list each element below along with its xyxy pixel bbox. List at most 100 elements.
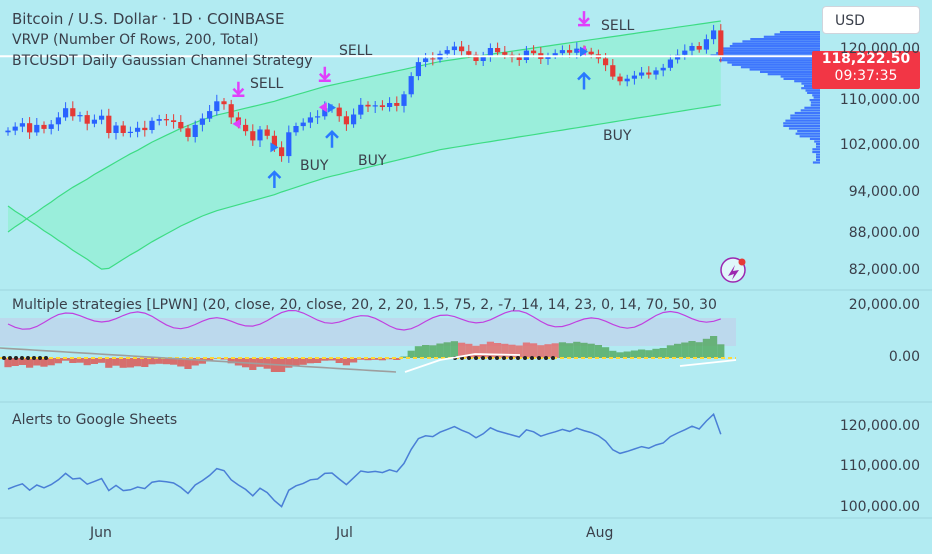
candle-body [207,111,212,119]
histogram-bar [292,358,299,366]
volume-profile-bar [732,64,820,66]
histogram-bar [487,342,494,358]
histogram-bar [451,341,458,358]
fast-line [680,360,736,366]
candle-body [279,147,284,156]
signal-dot [530,356,534,360]
buy-signal-label: BUY [358,153,386,169]
volume-profile-bar [804,107,820,109]
histogram-bar [667,345,674,358]
volume-profile-bar [801,109,820,111]
histogram-bar [84,358,91,365]
y-tick-label: 94,000.00 [849,184,920,200]
histogram-bar [703,339,710,358]
signal-dot [474,356,478,360]
candle-body [293,126,298,132]
candle-body [337,108,342,117]
histogram-bar [552,343,559,358]
symbol-title[interactable]: Bitcoin / U.S. Dollar · 1D · COINBASE [12,10,284,28]
y-tick-label: 82,000.00 [849,262,920,278]
candle-body [661,68,666,71]
candle-body [711,30,716,39]
y-tick-label: 88,000.00 [849,225,920,241]
candle-body [34,125,39,132]
candle-body [603,58,608,65]
candle-body [653,70,658,74]
histogram-bar [638,350,645,359]
volume-profile-bar [814,97,820,99]
candle-body [704,39,709,49]
histogram-bar [588,344,595,358]
histogram-bar [544,344,551,358]
candle-body [70,108,75,116]
volume-profile-bar [796,133,820,135]
volume-profile-bar [730,45,820,47]
candle-body [416,62,421,76]
histogram-bar [112,358,119,366]
histogram-bar [429,345,436,358]
signal-dot [44,356,48,360]
currency-button[interactable]: USD [822,6,920,34]
volume-profile-bar [816,154,820,156]
rsi-band [0,318,736,346]
sell-arrow-icon [578,11,590,25]
volume-profile-bar [816,143,820,145]
volume-profile-bar [806,90,821,92]
volume-profile-bar [789,127,820,129]
candle-body [466,51,471,55]
candle-body [567,50,572,53]
signal-dot [20,356,24,360]
indicator-vrvp-label[interactable]: VRVP (Number Of Rows, 200, Total) [12,32,259,48]
sell-signal-label: SELL [601,18,634,34]
candle-body [502,52,507,55]
candle-body [646,73,651,75]
candle-body [430,58,435,59]
sheets-line-series [8,414,721,506]
candle-body [639,73,644,76]
histogram-bar [408,351,415,358]
candle-body [229,104,234,117]
signal-dot [502,356,506,360]
strategies-pane-title[interactable]: Multiple strategies [LPWN] (20, close, 2… [12,297,817,313]
candle-body [99,116,104,120]
x-tick-label: Jul [336,525,353,541]
y-tick-label: 102,000.00 [840,137,920,153]
histogram-bar [573,342,580,358]
histogram-bar [652,349,659,358]
candle-body [625,79,630,82]
volume-profile-bar [750,38,820,40]
volume-profile-bar [814,140,820,142]
volume-profile-bar [785,120,820,122]
volume-profile-bar [812,151,820,153]
candle-body [121,126,126,134]
volume-profile-bar [812,148,820,150]
candle-body [344,116,349,124]
histogram-bar [415,346,422,358]
indicator-gaussian-label[interactable]: BTCUSDT Daily Gaussian Channel Strategy [12,53,313,69]
candle-body [49,124,54,129]
candle-body [27,123,32,132]
histogram-bar [48,358,55,365]
histogram-bar [710,336,717,358]
histogram-bar [559,342,566,358]
histogram-bar [127,358,134,368]
candle-body [193,125,198,137]
sheets-pane-title[interactable]: Alerts to Google Sheets [12,412,177,428]
candle-body [128,132,133,133]
candle-body [697,46,702,50]
candle-body [589,52,594,55]
volume-profile-bar [764,36,820,38]
y-tick-label: 110,000.00 [840,92,920,108]
signal-dot [509,356,513,360]
histogram-bar [631,351,638,359]
candle-body [495,48,500,52]
volume-profile-bar [816,159,820,161]
histogram-bar [501,344,508,358]
histogram-bar [300,358,307,365]
volume-profile-bar [783,125,820,127]
signal-dot [537,356,541,360]
volume-profile-bar [783,122,820,124]
candle-body [387,103,392,107]
